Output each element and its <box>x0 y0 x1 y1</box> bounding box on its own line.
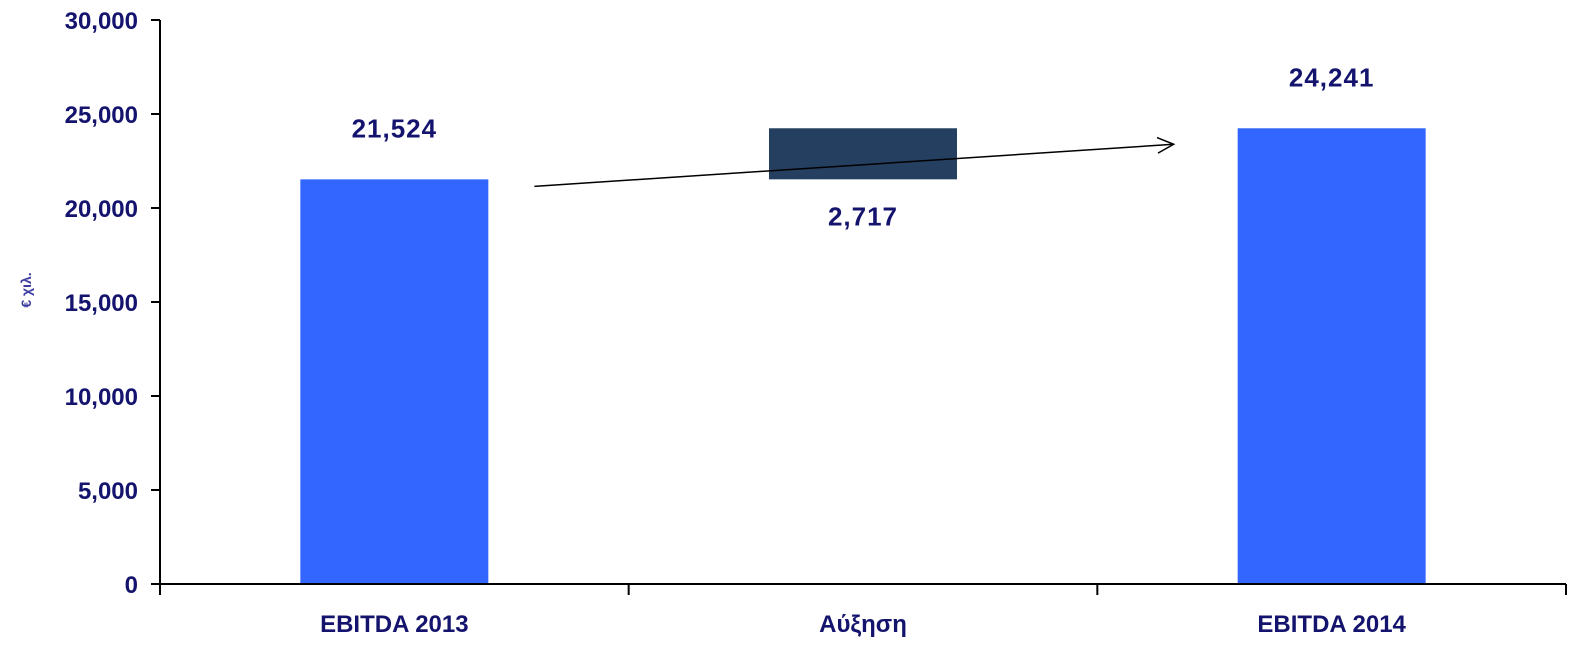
y-tick-label: 20,000 <box>65 196 138 223</box>
y-tick-label: 25,000 <box>65 102 138 129</box>
y-tick-label: 10,000 <box>65 384 138 411</box>
data-label-3: 24,241 <box>1289 62 1375 92</box>
bar-ebitda-2014 <box>1237 128 1426 584</box>
y-tick-label: 15,000 <box>65 290 138 317</box>
x-category-label-3: EBITDA 2014 <box>1257 611 1406 638</box>
data-label-1: 21,524 <box>352 113 438 143</box>
bar-ebitda-2013 <box>300 179 489 584</box>
bars-layer <box>300 128 1426 584</box>
y-tick-label: 0 <box>125 572 138 599</box>
y-axis-title: € χιλ. <box>18 272 34 307</box>
x-category-label-1: EBITDA 2013 <box>320 611 469 638</box>
y-tick-label: 30,000 <box>65 8 138 35</box>
axes-layer <box>151 19 1567 595</box>
data-label-2: 2,717 <box>828 201 898 231</box>
x-category-label-2: Αύξηση <box>819 611 907 638</box>
arrow-line <box>534 143 1174 188</box>
arrow-head-icon <box>1156 136 1176 154</box>
bar-αύξηση-increase <box>769 128 957 180</box>
labels-layer: 21,524 2,717 24,241 0 5,000 10,000 15,000 20,00… <box>18 8 1407 638</box>
arrow-layer <box>534 136 1176 188</box>
y-tick-label: 5,000 <box>78 478 138 505</box>
